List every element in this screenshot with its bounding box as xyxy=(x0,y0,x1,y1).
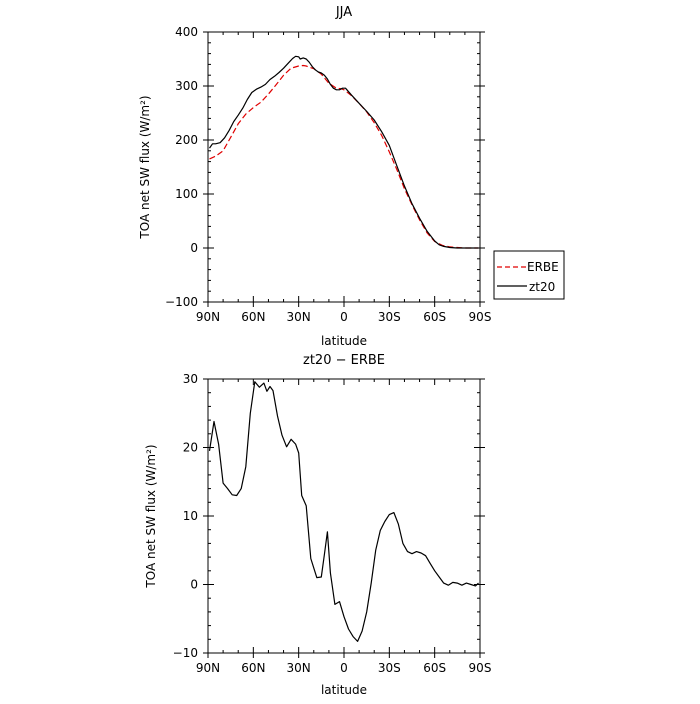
legend-label-erbe: ERBE xyxy=(527,260,559,274)
top-panel-series-line-erbe xyxy=(209,64,479,249)
bottom-panel-series xyxy=(208,381,479,643)
top-panel-x-axis-label: latitude xyxy=(321,334,367,348)
top-panel-x-tick-label: 60S xyxy=(423,310,446,324)
bottom-panel-x-axis-label: latitude xyxy=(321,683,367,697)
bottom-panel-title: zt20 − ERBE xyxy=(303,353,385,368)
bottom-panel-x-tick-label: 60S xyxy=(423,661,446,675)
bottom-panel-y-tick-label: 0 xyxy=(190,578,198,592)
bottom-panel-x-tick-label: 0 xyxy=(340,661,348,675)
bottom-panel-x-tick-label: 60N xyxy=(241,661,265,675)
top-panel-series xyxy=(209,55,479,249)
top-panel-y-tick-label: 100 xyxy=(175,187,198,201)
top-panel-y-tick-label: 400 xyxy=(175,25,198,39)
bottom-panel-frame xyxy=(207,378,481,654)
bottom-panel-x-tick-labels: 90N 60N 30N 0 30S 60S 90S xyxy=(196,661,492,675)
top-panel-legend: ERBE zt20 xyxy=(493,250,565,300)
bottom-panel-y-tick-labels: −10 0 10 20 30 xyxy=(173,372,198,660)
top-panel-frame xyxy=(207,31,481,303)
top-panel-x-tick-label: 90S xyxy=(469,310,492,324)
bottom-panel-y-tick-label: 30 xyxy=(183,372,198,386)
top-panel-y-tick-labels: −100 0 100 200 300 400 xyxy=(165,25,198,309)
top-panel: JJA 90N 60N 30N 0 30S 60S 90S −100 0 100 200 300 40… xyxy=(138,5,565,348)
top-panel-y-tick-label: 0 xyxy=(190,241,198,255)
bottom-panel: zt20 − ERBE 90N 60N 30N 0 30S 60S 90S −10 0 10 20… xyxy=(144,353,491,697)
top-panel-y-axis-label: TOA net SW flux (W/m²) xyxy=(138,95,152,239)
top-panel-x-tick-label: 30S xyxy=(378,310,401,324)
top-panel-ticks xyxy=(203,31,485,307)
bottom-panel-y-tick-label: −10 xyxy=(173,646,198,660)
legend-label-zt20: zt20 xyxy=(529,280,555,294)
top-panel-y-tick-label: 200 xyxy=(175,133,198,147)
bottom-panel-y-tick-label: 20 xyxy=(183,441,198,455)
top-panel-y-tick-label: −100 xyxy=(165,295,198,309)
bottom-panel-series-line-diff xyxy=(208,381,479,643)
legend-box xyxy=(493,250,565,300)
bottom-panel-x-tick-label: 30N xyxy=(287,661,311,675)
bottom-panel-ticks xyxy=(203,378,485,658)
top-panel-x-tick-label: 90N xyxy=(196,310,220,324)
top-panel-x-tick-label: 60N xyxy=(241,310,265,324)
bottom-panel-x-tick-label: 90S xyxy=(469,661,492,675)
top-panel-y-tick-label: 300 xyxy=(175,79,198,93)
top-panel-title: JJA xyxy=(335,5,352,20)
top-panel-x-tick-label: 30N xyxy=(287,310,311,324)
top-panel-x-tick-label: 0 xyxy=(340,310,348,324)
top-panel-series-line-zt20 xyxy=(209,55,479,249)
bottom-panel-x-tick-label: 90N xyxy=(196,661,220,675)
bottom-panel-x-tick-label: 30S xyxy=(378,661,401,675)
top-panel-x-tick-labels: 90N 60N 30N 0 30S 60S 90S xyxy=(196,310,492,324)
bottom-panel-y-tick-label: 10 xyxy=(183,509,198,523)
bottom-panel-y-axis-label: TOA net SW flux (W/m²) xyxy=(144,444,158,588)
